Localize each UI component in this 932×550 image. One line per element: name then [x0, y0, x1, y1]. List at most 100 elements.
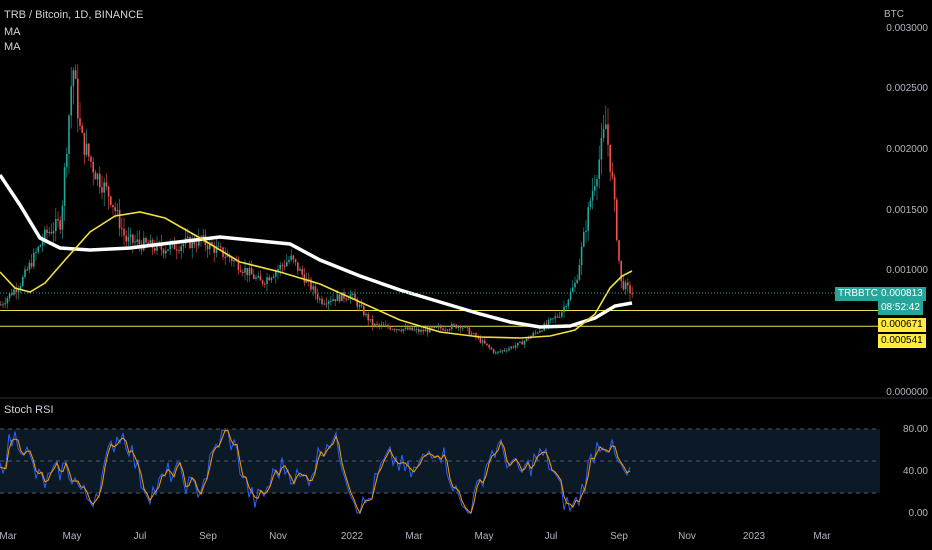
candle-body: [437, 326, 440, 328]
candle-body: [411, 327, 413, 331]
price-tick: 0.000000: [886, 387, 928, 398]
candle-body: [112, 204, 114, 208]
candle-body: [572, 287, 574, 292]
price-tick: 0.001000: [886, 265, 928, 276]
candle-body: [462, 327, 464, 329]
candle-body: [297, 262, 299, 271]
candle-body: [534, 332, 537, 334]
candle-body: [290, 255, 292, 260]
candle-body: [94, 172, 97, 180]
candle-body: [473, 333, 475, 335]
candle-body: [143, 237, 145, 250]
candle-body: [556, 316, 559, 318]
candle-body: [138, 239, 141, 245]
candle-body: [536, 332, 539, 334]
candle-body: [308, 278, 310, 280]
time-tick: Nov: [678, 531, 696, 542]
ma-slow-line: [0, 174, 633, 329]
candle-body: [464, 326, 466, 328]
candle-body: [631, 293, 633, 295]
candle-body: [618, 240, 620, 261]
candle-body: [206, 245, 209, 250]
candle-body: [272, 276, 275, 278]
candle-body: [402, 328, 405, 332]
symbol-tag: TRBBTC: [835, 287, 881, 301]
candle-body: [268, 277, 270, 281]
price-tick: 0.002500: [886, 83, 928, 94]
candle-body: [477, 337, 479, 339]
candle-body: [605, 124, 607, 130]
candle-body: [334, 299, 336, 302]
candle-body: [107, 186, 110, 197]
candle-body: [182, 243, 185, 247]
candle-body: [532, 332, 534, 337]
rsi-legend[interactable]: Stoch RSI: [4, 404, 54, 416]
candle-body: [96, 173, 99, 180]
candle-body: [519, 341, 521, 343]
candle-body: [594, 186, 596, 191]
candle-body: [250, 268, 253, 275]
candle-body: [11, 293, 13, 295]
candle-body: [325, 303, 328, 305]
candle-body: [338, 294, 341, 302]
candle-body: [154, 248, 156, 251]
candle-body: [389, 327, 391, 330]
ma-fast-line: [0, 211, 633, 339]
candle-body: [492, 349, 495, 353]
candle-body: [233, 260, 235, 262]
candle-body: [396, 329, 398, 331]
candle-body: [195, 244, 198, 246]
ma-legend-1[interactable]: MA: [4, 26, 21, 38]
candle-body: [539, 330, 541, 333]
candle-body: [83, 132, 86, 155]
candle-body: [420, 329, 422, 332]
candle-body: [99, 173, 101, 188]
candle-body: [127, 236, 130, 242]
candle-body: [521, 341, 523, 345]
candle-body: [275, 271, 277, 277]
candle-body: [558, 316, 561, 318]
candle-body: [77, 78, 79, 119]
ma-legend-2[interactable]: MA: [4, 41, 21, 53]
candle-body: [132, 234, 134, 243]
candle-body: [541, 330, 543, 332]
candle-body: [545, 323, 548, 325]
candle-body: [457, 326, 460, 329]
candle-body: [468, 327, 471, 335]
candle-body: [255, 277, 257, 279]
candle-body: [470, 333, 473, 335]
candle-body: [376, 323, 378, 325]
candle-body: [173, 240, 176, 250]
candle-body: [567, 299, 570, 307]
candle-body: [61, 205, 64, 230]
candle-body: [145, 237, 147, 243]
candle-body: [6, 298, 9, 304]
candle-body: [277, 269, 279, 272]
candle-body: [178, 250, 180, 252]
time-tick: Mar: [0, 531, 17, 542]
candle-body: [22, 277, 24, 286]
candle-body: [508, 348, 510, 351]
candle-body: [429, 327, 431, 333]
candle-body: [35, 251, 37, 253]
candle-body: [442, 328, 444, 331]
candle-body: [279, 265, 281, 270]
candle-body: [451, 324, 453, 330]
time-tick: 2022: [340, 531, 364, 542]
candle-body: [105, 182, 108, 187]
candle-body: [356, 299, 358, 307]
candle-body: [330, 301, 332, 303]
candle-body: [259, 276, 262, 281]
candle-body: [561, 312, 563, 317]
candle-body: [349, 294, 352, 299]
candle-body: [2, 304, 4, 306]
candle-body: [180, 246, 182, 252]
candle-body: [281, 265, 284, 267]
candle-body: [528, 337, 530, 339]
candle-body: [514, 345, 517, 348]
candle-body: [48, 232, 50, 234]
candle-body: [440, 326, 442, 329]
candle-body: [517, 342, 519, 346]
candle-body: [187, 236, 189, 239]
